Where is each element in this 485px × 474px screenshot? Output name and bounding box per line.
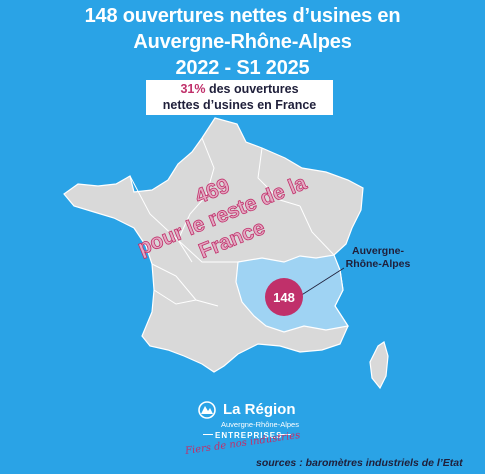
region-logo-icon xyxy=(198,401,216,419)
logo-divider-left xyxy=(203,434,213,435)
region-name-line-2: Rhône-Alpes xyxy=(345,258,411,270)
logo-subtitle: Auvergne-Rhône-Alpes xyxy=(221,420,299,429)
share-stat-box: 31% des ouvertures nettes d’usines en Fr… xyxy=(146,80,333,115)
share-percent: 31% xyxy=(180,82,206,96)
headline-line-2: Auvergne-Rhône-Alpes xyxy=(133,31,352,53)
region-name-line-1: Auvergne- xyxy=(352,245,404,257)
region-borders xyxy=(129,137,335,307)
share-text-2: nettes d’usines en France xyxy=(162,98,317,112)
logo-divider-right xyxy=(279,434,291,435)
logo-entreprises: ENTREPRISES xyxy=(215,431,283,440)
region-value: 148 xyxy=(273,290,295,305)
logo-name: La Région xyxy=(223,401,296,418)
share-text-1: des ouvertures xyxy=(205,82,299,96)
region-connector xyxy=(299,267,345,297)
region-name-label: Auvergne- Rhône-Alpes xyxy=(334,245,422,271)
headline-line-1: 148 ouvertures nettes d’usines en xyxy=(84,5,401,27)
headline-line-3: 2022 - S1 2025 xyxy=(175,57,310,79)
sources-note: sources : baromètres industriels de l’Et… xyxy=(256,457,463,469)
corsica-shape xyxy=(369,341,389,390)
region-value-circle xyxy=(265,278,303,316)
